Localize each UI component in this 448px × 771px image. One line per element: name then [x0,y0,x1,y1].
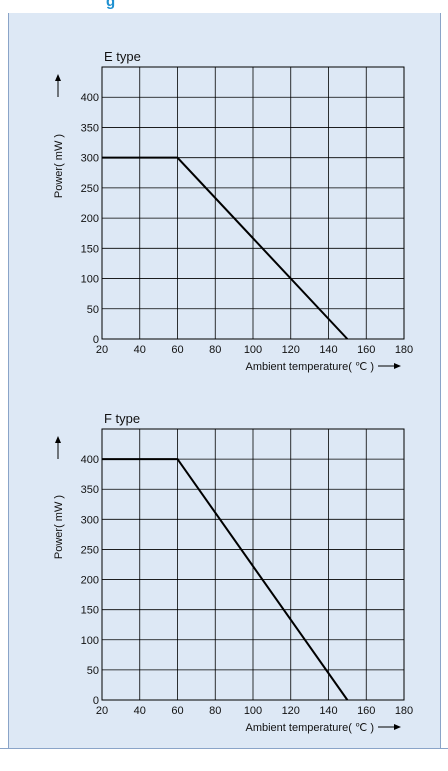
x-tick-label: 180 [395,705,413,717]
chart-1: 20 40 60 80 100 120 140 160 180 0 50 100 150 200 250 30… [53,49,413,373]
y-tick-label: 250 [81,544,99,556]
plot-frame [101,66,405,340]
y-axis-label: Power( mW ) [53,134,65,198]
chart-title: E type [104,49,141,64]
y-tick-label: 400 [81,454,99,466]
x-tick-label: 160 [357,705,375,717]
top-band: g [0,0,448,13]
y-tick-label: 400 [81,92,99,104]
x-tick-label: 20 [96,705,108,717]
plot-frame [101,428,405,701]
x-tick-label: 20 [96,344,108,356]
y-tick-label: 100 [81,274,99,286]
series-line [102,156,349,340]
x-axis-label: Ambient temperature( ℃ ) [245,722,374,734]
x-tick-label: 180 [395,344,413,356]
y-tick-label: 200 [81,213,99,225]
y-axis-arrowhead [55,74,61,81]
series-line [102,458,349,701]
x-tick-label: 100 [244,705,262,717]
y-tick-label: 150 [81,243,99,255]
chart-title: F type [104,411,140,426]
x-tick-label: 80 [209,705,221,717]
bottom-rule [0,748,448,749]
x-tick-label: 60 [171,705,183,717]
x-tick-label: 40 [134,705,146,717]
y-tick-label: 350 [81,484,99,496]
y-tick-label: 50 [87,665,99,677]
x-tick-label: 120 [282,344,300,356]
y-tick-label: 0 [93,695,99,707]
y-tick-label: 50 [87,304,99,316]
x-axis-label: Ambient temperature( ℃ ) [245,361,374,373]
x-tick-label: 120 [282,705,300,717]
y-axis-label: Power( mW ) [53,495,65,559]
x-tick-label: 140 [319,344,337,356]
y-tick-label: 100 [81,635,99,647]
x-tick-label: 140 [319,705,337,717]
x-tick-label: 80 [209,344,221,356]
y-tick-label: 200 [81,575,99,587]
x-tick-label: 160 [357,344,375,356]
y-axis-arrowhead [55,436,61,443]
y-tick-label: 350 [81,122,99,134]
y-tick-label: 0 [93,334,99,346]
x-axis-arrowhead [394,724,401,730]
x-axis-arrowhead [394,363,401,369]
y-tick-label: 250 [81,183,99,195]
x-tick-label: 100 [244,344,262,356]
y-tick-label: 300 [81,514,99,526]
header-text: g [106,0,116,10]
y-tick-label: 300 [81,153,99,165]
x-tick-label: 40 [134,344,146,356]
chart-2: 20 40 60 80 100 120 140 160 180 0 50 100 150 200 250 30… [53,411,413,734]
y-tick-label: 150 [81,605,99,617]
x-tick-label: 60 [171,344,183,356]
